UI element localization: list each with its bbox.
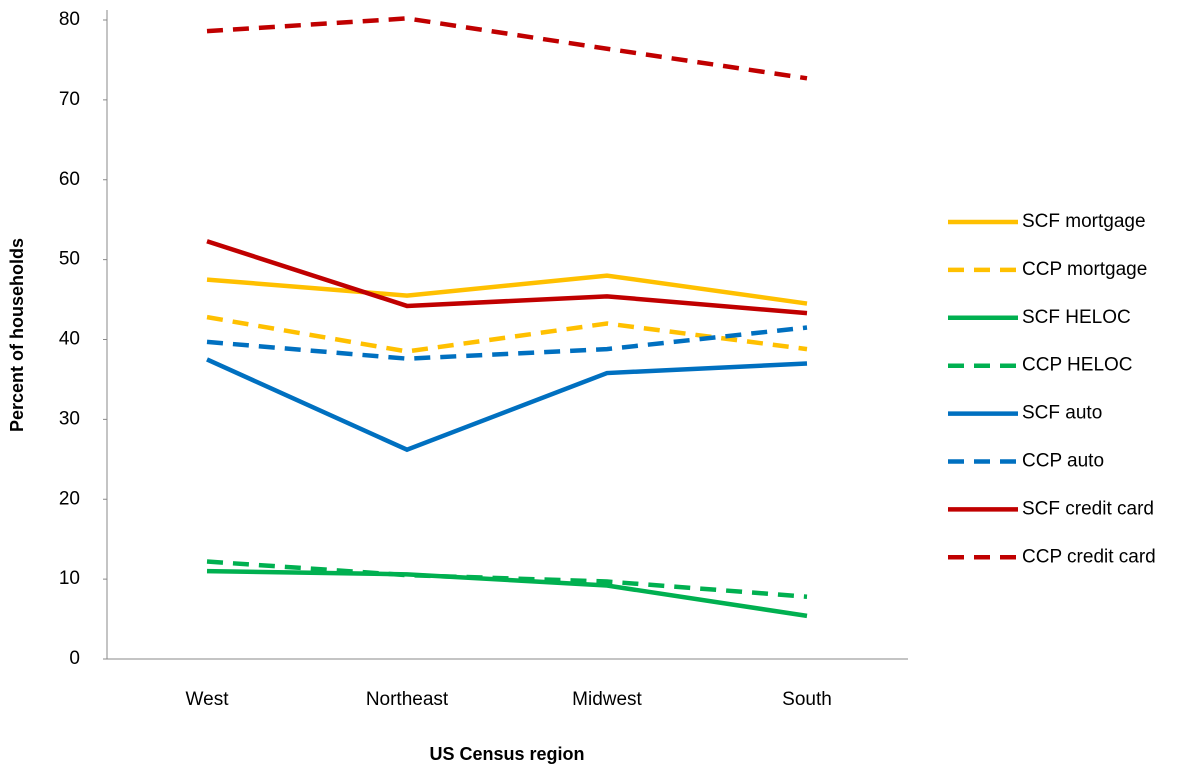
x-axis-title: US Census region bbox=[429, 744, 584, 764]
series-line bbox=[206, 357, 808, 453]
series-line bbox=[206, 314, 808, 354]
x-tick-label: South bbox=[782, 689, 832, 710]
y-tick-label: 0 bbox=[69, 648, 80, 669]
legend-label: SCF auto bbox=[1022, 403, 1102, 424]
series-line bbox=[206, 273, 808, 306]
y-tick-label: 80 bbox=[59, 9, 80, 30]
series-line bbox=[206, 325, 808, 361]
y-tick-label: 50 bbox=[59, 249, 80, 270]
x-tick-label: West bbox=[186, 689, 230, 710]
legend-label: CCP auto bbox=[1022, 451, 1104, 472]
y-axis-title: Percent of households bbox=[7, 238, 27, 432]
legend-label: SCF mortgage bbox=[1022, 211, 1146, 232]
x-tick-label: Midwest bbox=[572, 689, 642, 710]
legend-label: CCP HELOC bbox=[1022, 355, 1133, 376]
series-line bbox=[206, 559, 808, 599]
y-tick-label: 30 bbox=[59, 408, 80, 429]
y-tick-label: 60 bbox=[59, 169, 80, 190]
legend-label: CCP credit card bbox=[1022, 546, 1156, 567]
series-line bbox=[206, 16, 808, 81]
legend-label: CCP mortgage bbox=[1022, 259, 1147, 280]
legend-label: SCF credit card bbox=[1022, 498, 1154, 519]
y-tick-label: 20 bbox=[59, 488, 80, 509]
y-tick-label: 10 bbox=[59, 568, 80, 589]
y-tick-label: 70 bbox=[59, 89, 80, 110]
legend-label: SCF HELOC bbox=[1022, 307, 1131, 328]
series-line bbox=[206, 239, 808, 316]
x-tick-label: Northeast bbox=[366, 689, 449, 710]
y-tick-label: 40 bbox=[59, 329, 80, 350]
